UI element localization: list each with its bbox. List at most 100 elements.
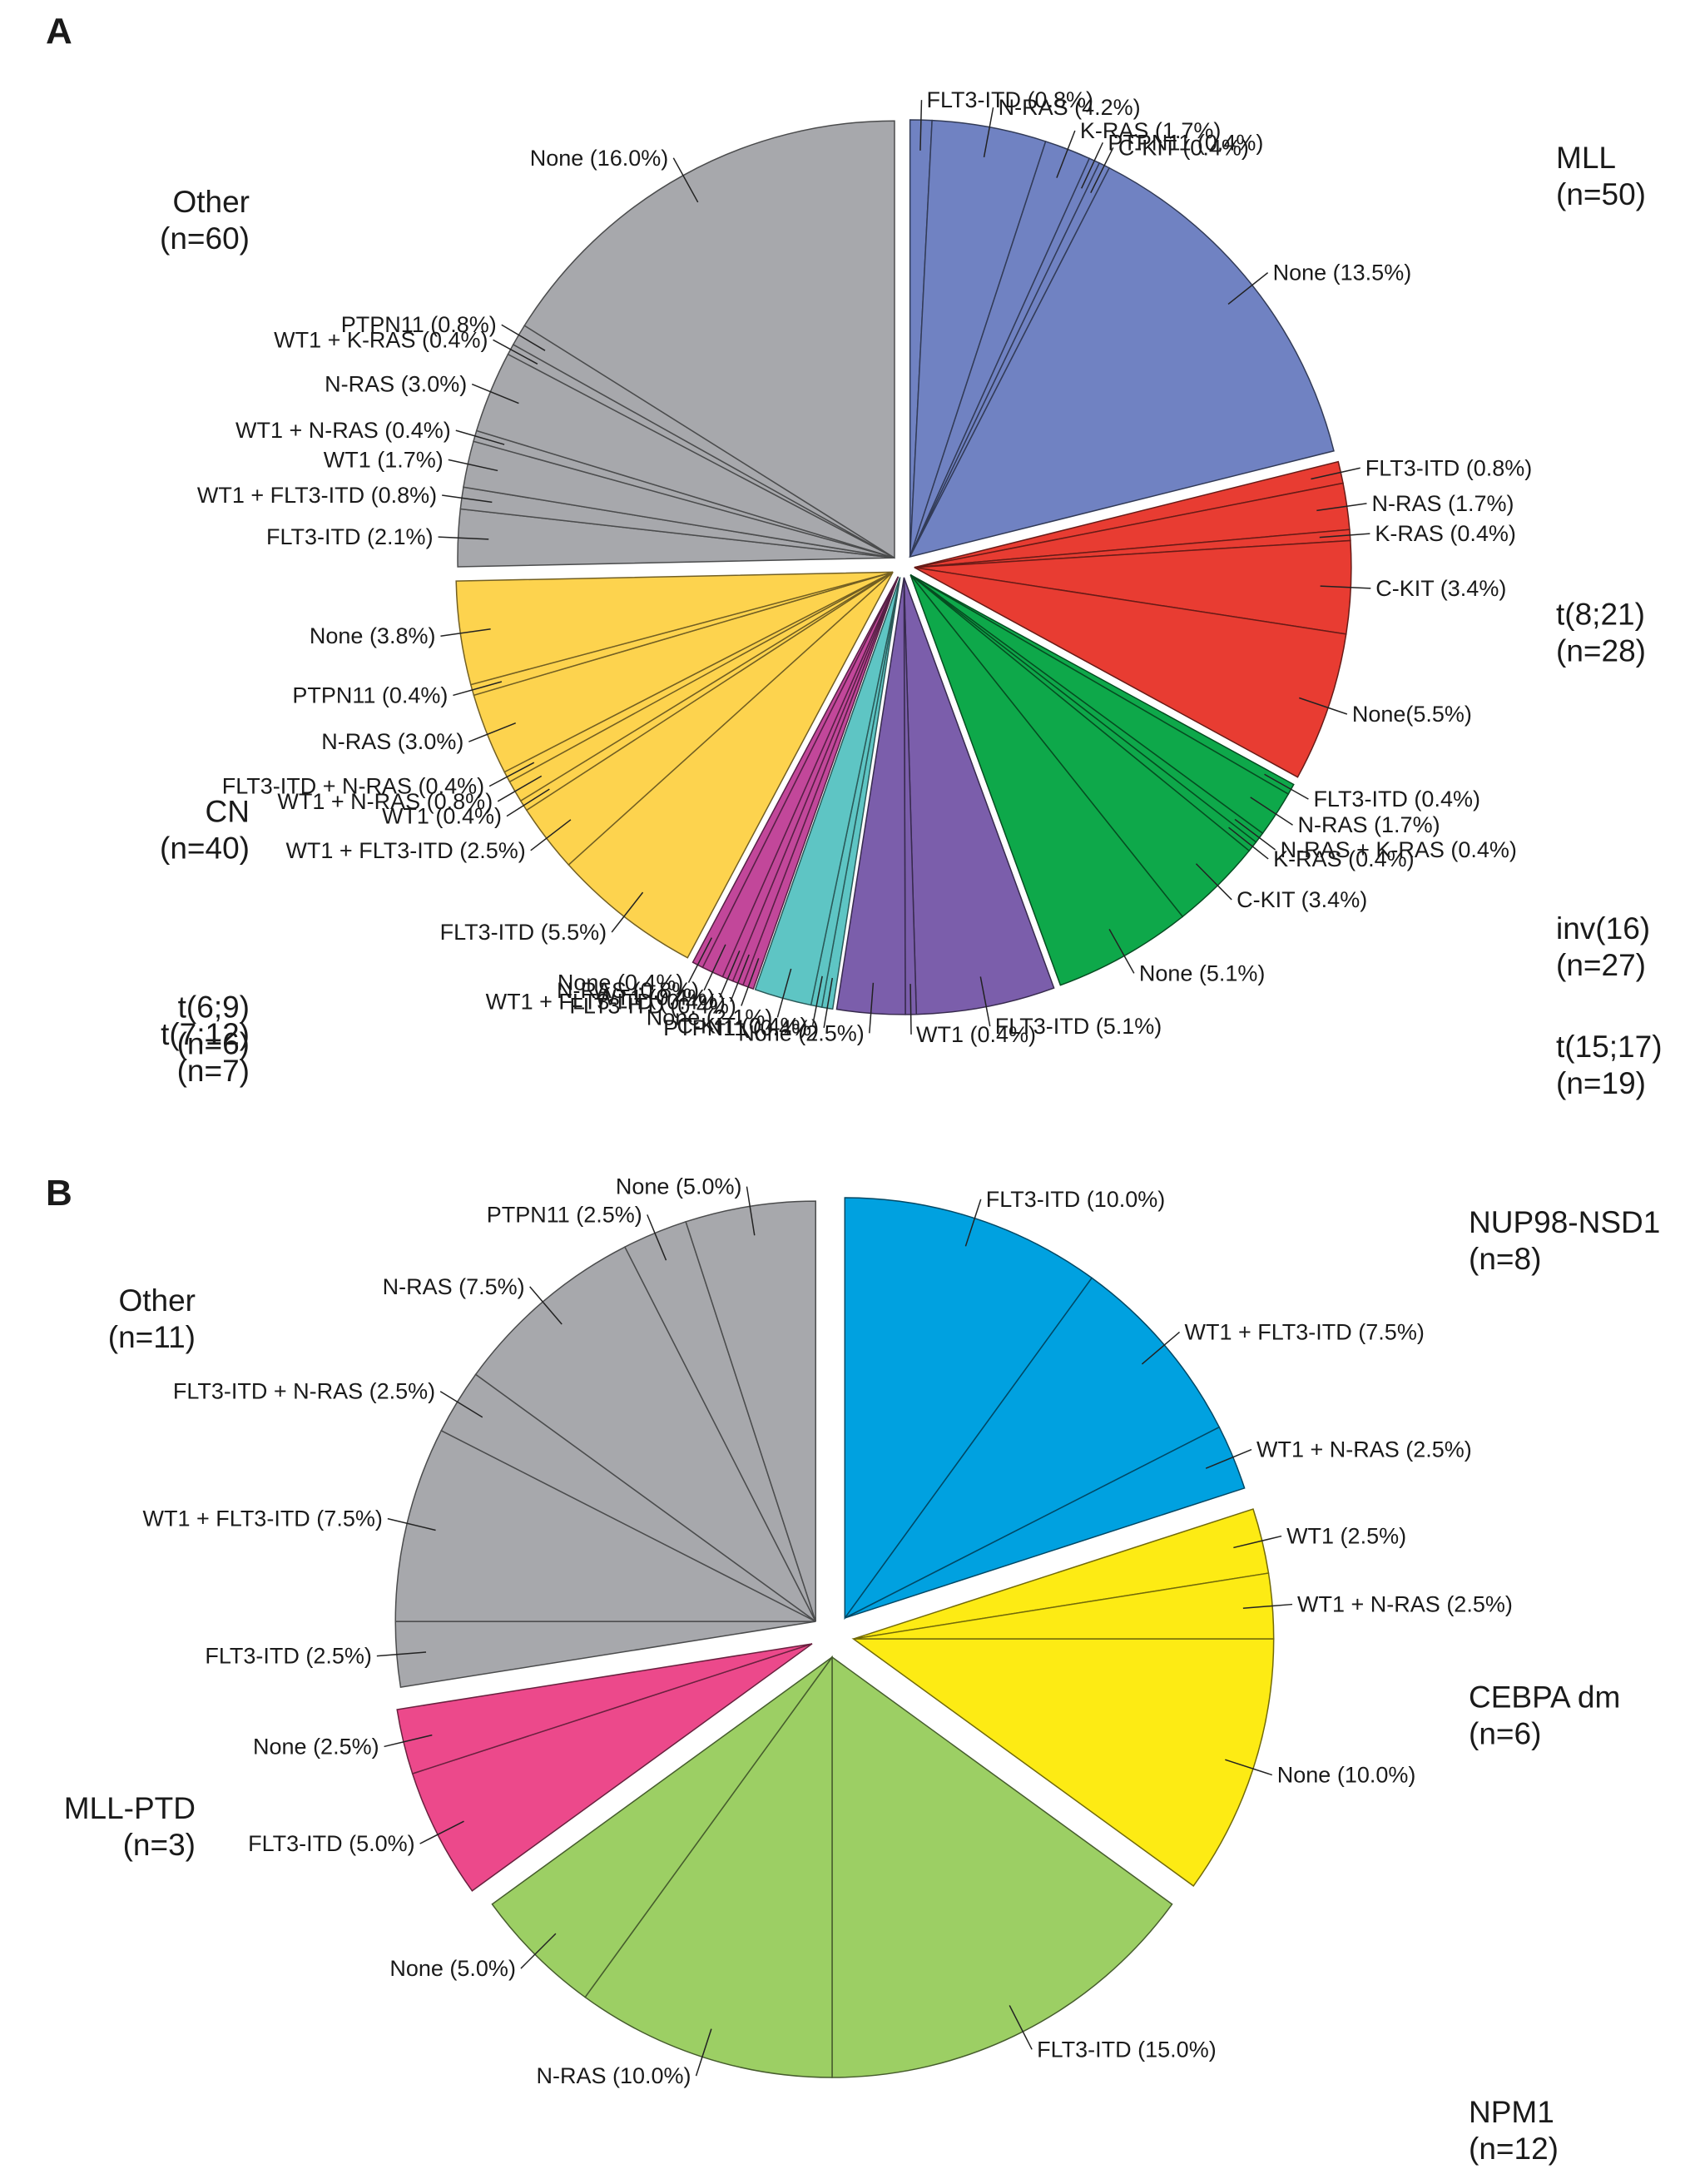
group-count-label: (n=50) bbox=[1556, 177, 1646, 211]
leader-line bbox=[909, 984, 912, 1035]
group-count-label: (n=28) bbox=[1556, 633, 1646, 668]
leader-line bbox=[611, 891, 644, 933]
leader-line bbox=[1250, 797, 1293, 826]
leader-line bbox=[695, 2028, 712, 2077]
slice-label: None (2.5%) bbox=[738, 1020, 865, 1045]
slice-group-cn: FLT3-ITD (5.5%) WT1 + FLT3-ITD (2.5%) WT1 … bbox=[160, 571, 894, 959]
leader-line bbox=[1299, 697, 1348, 715]
group-label: CEBPA dm bbox=[1469, 1680, 1620, 1714]
pie-panel-a: FLT3-ITD (0.8%)N-RAS (4.2%)K-RAS (1.7%)P… bbox=[160, 87, 1663, 1100]
slice-label: None (5.0%) bbox=[389, 1956, 516, 1981]
slice-label: None(5.5%) bbox=[1352, 702, 1472, 727]
group-label: t(6;9) bbox=[178, 990, 250, 1024]
slice-group-mll: FLT3-ITD (0.8%)N-RAS (4.2%)K-RAS (1.7%)P… bbox=[909, 87, 1646, 558]
leader-line bbox=[823, 977, 834, 1029]
slice-label: FLT3-ITD (0.8%) bbox=[1365, 455, 1533, 480]
slice-group-other: FLT3-ITD (2.5%) WT1 + FLT3-ITD (7.5%) FLT3… bbox=[108, 1174, 816, 1688]
slice-label: N-RAS (7.5%) bbox=[383, 1274, 525, 1299]
leader-line bbox=[1141, 1331, 1181, 1365]
leader-line bbox=[1311, 467, 1360, 480]
slice-label: PTPN11 (0.4%) bbox=[663, 1015, 819, 1040]
slice-label: None (5.0%) bbox=[616, 1174, 742, 1199]
slice-label: WT1 (1.7%) bbox=[324, 447, 444, 472]
slice-label: None (10.0%) bbox=[1277, 1763, 1416, 1788]
leader-line bbox=[440, 628, 491, 637]
leader-line bbox=[811, 975, 823, 1026]
leader-line bbox=[376, 1651, 427, 1657]
slice-label: FLT3-ITD (15.0%) bbox=[1037, 2037, 1217, 2062]
slice-label: WT1 + N-RAS (0.8%) bbox=[277, 789, 493, 814]
group-count-label: (n=3) bbox=[123, 1828, 196, 1862]
slice-label: WT1 + FLT3-ITD (0.8%) bbox=[197, 483, 437, 508]
slice-label: FLT3-ITD (0.8%) bbox=[926, 87, 1093, 112]
slice-label: FLT3-ITD (5.0%) bbox=[248, 1831, 415, 1856]
slice-label: None (13.5%) bbox=[1273, 261, 1412, 285]
slice-group-t-6-9: FLT3-ITD (0.4%)WT1 + FLT3-ITD (0.4%)WT1 … bbox=[177, 576, 900, 1060]
group-label: Other bbox=[172, 185, 250, 219]
slice-label: C-KIT (3.4%) bbox=[1375, 576, 1506, 601]
leader-line bbox=[1195, 863, 1232, 901]
slice-label: FLT3-ITD + N-RAS (2.5%) bbox=[173, 1379, 435, 1404]
leader-line bbox=[387, 1517, 436, 1531]
slice-label: WT1 (2.5%) bbox=[1286, 1524, 1406, 1549]
leader-line bbox=[1090, 146, 1114, 194]
leader-line bbox=[497, 775, 543, 802]
leader-line bbox=[983, 107, 994, 158]
leader-line bbox=[1264, 773, 1309, 800]
slice-label: FLT3-ITD (5.5%) bbox=[440, 920, 607, 945]
leader-line bbox=[439, 1391, 483, 1418]
slice-label: PTPN11 (0.4%) bbox=[292, 682, 448, 707]
leader-line bbox=[741, 958, 760, 1006]
group-label: CN bbox=[206, 795, 250, 829]
group-count-label: (n=8) bbox=[1469, 1242, 1541, 1276]
group-label: t(7;12) bbox=[161, 1017, 250, 1051]
leader-line bbox=[530, 819, 572, 851]
leader-line bbox=[419, 1820, 464, 1844]
leader-line bbox=[1056, 130, 1076, 178]
slice-group-t-8-21: FLT3-ITD (0.8%) N-RAS (1.7%) K-RAS (0.4%) C… bbox=[914, 455, 1646, 778]
leader-line bbox=[493, 339, 538, 365]
leader-line bbox=[1242, 1603, 1293, 1609]
leader-line bbox=[869, 982, 875, 1034]
slice-label: N-RAS (0.8%) bbox=[557, 978, 699, 1003]
slice-label: FLT3-ITD (2.5%) bbox=[205, 1644, 372, 1669]
group-count-label: (n=19) bbox=[1556, 1066, 1646, 1100]
slice-label: PTPN11 (0.4%) bbox=[1108, 130, 1263, 155]
leader-line bbox=[1108, 929, 1135, 974]
slice-label: N-RAS (1.7%) bbox=[1298, 812, 1440, 837]
slice-label: WT1 + FLT3-ITD (2.5%) bbox=[285, 838, 525, 863]
slice-label: WT1 + FLT3-ITD (7.5%) bbox=[1185, 1319, 1425, 1344]
group-count-label: (n=7) bbox=[177, 1054, 250, 1088]
leader-line bbox=[964, 1199, 982, 1247]
panel-label-a: A bbox=[46, 11, 72, 52]
slice-label: N-RAS (4.2%) bbox=[999, 95, 1141, 120]
leader-line bbox=[468, 722, 517, 742]
slice-label: C-KIT (0.4%) bbox=[1118, 135, 1249, 160]
leader-line bbox=[529, 1286, 563, 1325]
slice-label: None (5.1%) bbox=[1139, 960, 1266, 985]
leader-line bbox=[506, 788, 550, 817]
slice-label: FLT3-ITD + N-RAS (0.4%) bbox=[222, 774, 484, 799]
leader-line bbox=[453, 681, 503, 697]
leader-line bbox=[442, 494, 493, 504]
slice-label: None (16.0%) bbox=[530, 146, 669, 171]
slice-label: None (0.4%) bbox=[558, 970, 684, 995]
slice-group-other: FLT3-ITD (2.1%) WT1 + FLT3-ITD (0.8%) WT1 … bbox=[160, 120, 895, 568]
slice-group-nup98-nsd1: FLT3-ITD (10.0%) WT1 + FLT3-ITD (7.5%) WT1… bbox=[844, 1187, 1660, 1621]
leader-line bbox=[448, 459, 498, 472]
group-label: t(8;21) bbox=[1556, 597, 1645, 631]
leader-line bbox=[687, 937, 712, 983]
slice-label: N-RAS (3.0%) bbox=[321, 729, 463, 754]
slice-group-t-7-12: PTPN11 (0.4%)C-KIT (0.4%)None (2.1%)t(7;… bbox=[161, 577, 901, 1088]
slice-label: PTPN11 (0.8%) bbox=[341, 312, 497, 337]
slice-label: None (2.5%) bbox=[253, 1734, 379, 1759]
group-label: t(15;17) bbox=[1556, 1030, 1663, 1064]
slice-label: WT1 + K-RAS (0.4%) bbox=[274, 327, 488, 352]
group-count-label: (n=6) bbox=[1469, 1716, 1541, 1750]
leader-line bbox=[919, 100, 923, 151]
slice-label: WT1 (0.4%) bbox=[382, 804, 502, 829]
group-count-label: (n=11) bbox=[108, 1320, 196, 1354]
leader-line bbox=[1316, 503, 1367, 512]
slice-label: WT1 + FLT3-ITD (7.5%) bbox=[143, 1506, 383, 1531]
slice-label: K-RAS (0.4%) bbox=[1375, 521, 1516, 546]
